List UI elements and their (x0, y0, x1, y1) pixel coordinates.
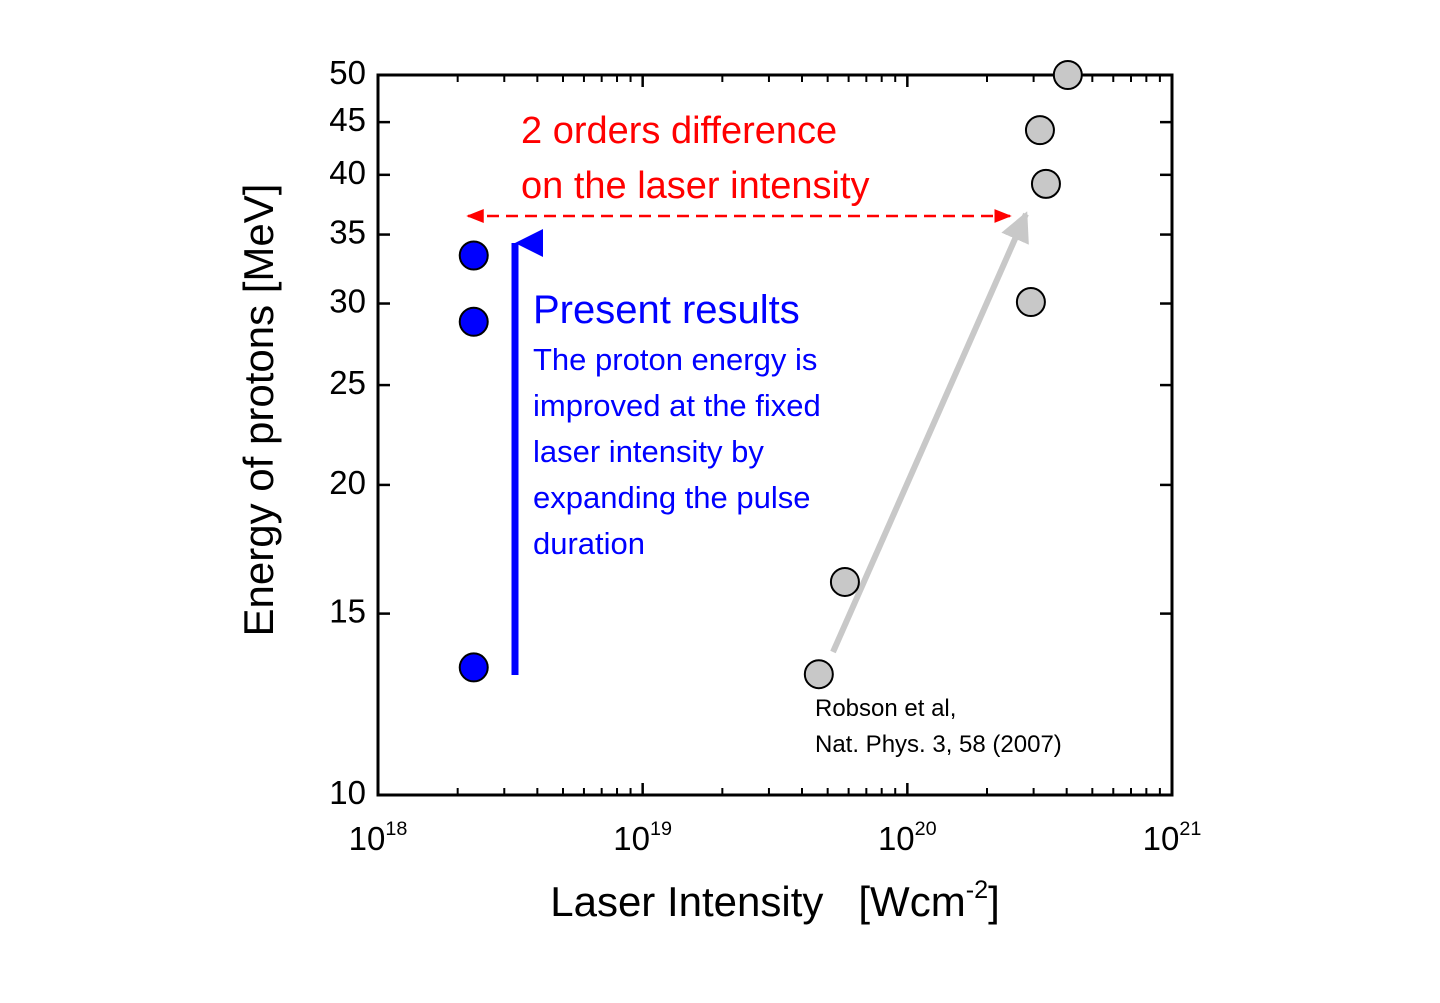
point (1024, 115, 1055, 146)
y-tick-label: 40 (329, 154, 366, 191)
gray-arrow (830, 211, 1029, 654)
y-tick-label: 50 (329, 54, 366, 91)
y-tick-label: 20 (329, 464, 366, 501)
point (458, 652, 489, 683)
y-tick-label: 10 (329, 774, 366, 811)
x-axis-label: Laser Intensity [Wcm-2] (550, 876, 1000, 925)
x-tick-label: 1021 (1143, 818, 1202, 856)
point (458, 240, 489, 271)
y-tick-label: 30 (329, 282, 366, 319)
y-axis-label: Energy of protons [MeV] (235, 184, 282, 637)
annotation: laser intensity by (533, 434, 764, 469)
point (1052, 60, 1083, 90)
annotation: expanding the pulse (533, 480, 811, 515)
y-tick-label: 15 (329, 592, 366, 629)
annotation: 2 orders difference (521, 110, 837, 152)
annotation: The proton energy is (533, 342, 817, 377)
y-tick-label: 25 (329, 364, 366, 401)
point (458, 306, 489, 337)
x-tick-label: 1018 (349, 818, 408, 856)
point (803, 659, 834, 690)
x-tick-label: 1020 (878, 818, 937, 856)
point (829, 566, 860, 597)
annotation: improved at the fixed (533, 388, 821, 423)
y-tick-label: 35 (329, 213, 366, 250)
annotation: on the laser intensity (521, 165, 870, 207)
point (1030, 168, 1061, 199)
x-tick-label: 1019 (613, 818, 672, 856)
point (1015, 287, 1046, 318)
y-tick-label: 45 (329, 101, 366, 138)
plot-frame (376, 73, 1174, 797)
annotation: duration (533, 526, 645, 561)
annotation: Present results (533, 288, 800, 332)
citation: Nat. Phys. 3, 58 (2007) (815, 731, 1062, 758)
citation: Robson et al, (815, 695, 956, 722)
